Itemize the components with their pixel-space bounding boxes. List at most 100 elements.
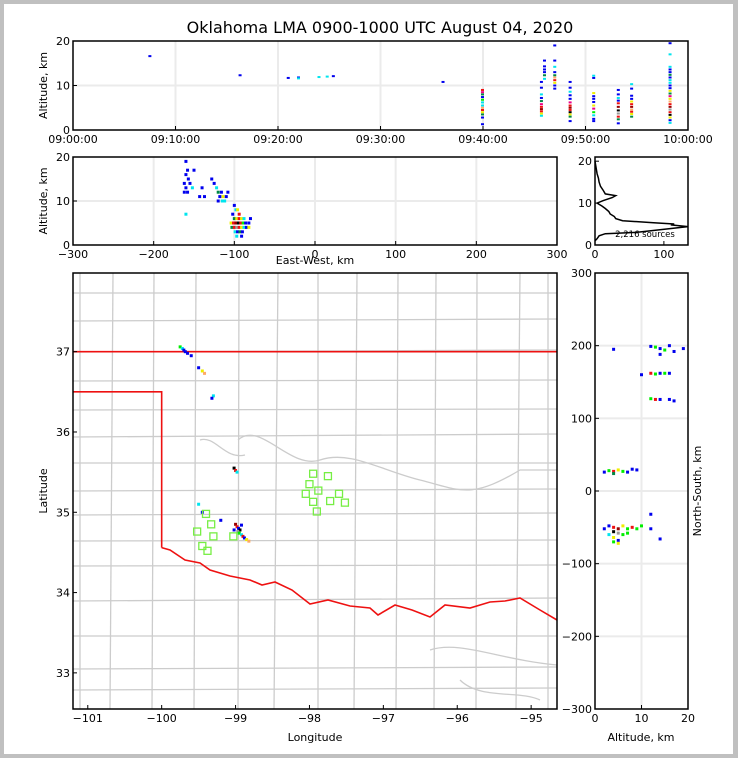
source-mark (539, 93, 543, 96)
source-mark (480, 123, 484, 126)
y-tick-label: 34 (56, 587, 70, 600)
county-line (72, 379, 558, 382)
plan-view-map-panel: −101 −100 −99 −98 −97 −96 −95 33 34 35 36 37 Longitu… (37, 272, 558, 744)
source-mark (232, 217, 236, 221)
lma-station-marker (325, 496, 335, 506)
source-mark (663, 348, 667, 352)
source-mark (612, 536, 616, 540)
x-axis-label: East-West, km (276, 254, 354, 267)
source-mark (630, 105, 634, 108)
source-mark (441, 80, 445, 83)
source-mark (653, 372, 657, 376)
source-mark (668, 84, 672, 87)
north-south-panel: 0 10 20 −300 −200 −100 0 100 200 300 Altitude, km N… (562, 267, 704, 744)
source-mark (616, 527, 620, 531)
y-tick-label: 20 (56, 35, 70, 48)
river-line (199, 438, 246, 457)
source-mark (668, 95, 672, 98)
source-mark (668, 121, 672, 124)
y-tick-label: 20 (578, 155, 592, 168)
y-tick-label: 0 (585, 239, 592, 252)
source-mark (239, 533, 243, 537)
source-mark (182, 190, 186, 194)
lma-station-marker (309, 497, 318, 506)
y-tick-label: 0 (585, 485, 592, 498)
source-mark (242, 217, 246, 221)
x-tick-label: 100 (385, 248, 406, 261)
x-tick-label: 10:00:00 (663, 133, 712, 146)
x-tick-label: 10 (635, 712, 649, 725)
source-mark (668, 79, 672, 82)
source-mark (239, 523, 243, 527)
x-tick-label: −200 (139, 248, 169, 261)
source-mark (539, 108, 543, 111)
time-height-panel: 09:00:00 09:10:00 09:20:00 09:30:00 09:40:00… (37, 35, 713, 146)
county-line (72, 433, 558, 438)
river-line (237, 434, 557, 491)
source-mark (325, 75, 329, 78)
source-mark (230, 225, 234, 229)
source-mark (616, 118, 620, 121)
source-mark (197, 366, 201, 370)
y-tick-label: 20 (56, 151, 70, 164)
source-mark (244, 221, 248, 225)
source-mark (248, 217, 252, 221)
source-mark (210, 396, 214, 400)
source-mark (543, 77, 546, 80)
x-axis-label: Longitude (288, 731, 343, 744)
source-mark (245, 538, 249, 542)
source-mark (480, 104, 484, 107)
y-tick-label: −200 (562, 630, 592, 643)
source-mark (668, 105, 672, 108)
source-mark (539, 114, 543, 117)
lma-station-marker (198, 541, 207, 551)
source-mark (539, 103, 543, 106)
source-mark (616, 96, 620, 99)
source-mark (568, 80, 572, 83)
source-mark (668, 100, 672, 103)
source-mark (649, 512, 653, 516)
source-mark (667, 397, 671, 401)
y-axis-label: Altitude, km (37, 52, 50, 119)
source-mark (190, 186, 194, 190)
source-mark (630, 115, 634, 118)
axes-frame (594, 156, 689, 246)
source-mark (612, 347, 616, 351)
source-mark (607, 533, 611, 537)
source-mark (668, 111, 672, 114)
source-mark (543, 59, 546, 62)
source-mark (658, 537, 662, 541)
source-mark (668, 103, 672, 106)
source-mark (621, 524, 625, 528)
source-mark (480, 116, 484, 119)
source-mark (592, 114, 596, 117)
x-tick-label: −100 (219, 248, 249, 261)
source-mark (197, 502, 201, 506)
source-mark (668, 89, 672, 92)
y-tick-label: 0 (63, 124, 70, 137)
source-mark (210, 177, 214, 181)
source-mark (630, 467, 634, 471)
x-tick-label: 09:40:00 (458, 133, 507, 146)
y-tick-label: 100 (571, 412, 592, 425)
x-tick-label: 0 (592, 248, 599, 261)
source-mark (630, 103, 634, 106)
source-mark (668, 97, 672, 100)
source-mark (240, 234, 244, 238)
source-mark (236, 230, 240, 234)
x-tick-label: −96 (446, 712, 469, 725)
source-mark (592, 104, 596, 107)
x-tick-label: 300 (547, 248, 568, 261)
source-mark (242, 536, 246, 540)
source-mark (553, 87, 557, 90)
river-line (459, 679, 541, 701)
y-tick-label: −100 (562, 558, 592, 571)
lma-station-marker (312, 507, 321, 516)
source-mark (241, 534, 245, 538)
source-mark (658, 347, 662, 351)
source-mark (211, 394, 215, 398)
y-tick-label: −300 (562, 703, 592, 716)
lma-station-marker (192, 527, 202, 536)
source-mark (668, 113, 672, 116)
